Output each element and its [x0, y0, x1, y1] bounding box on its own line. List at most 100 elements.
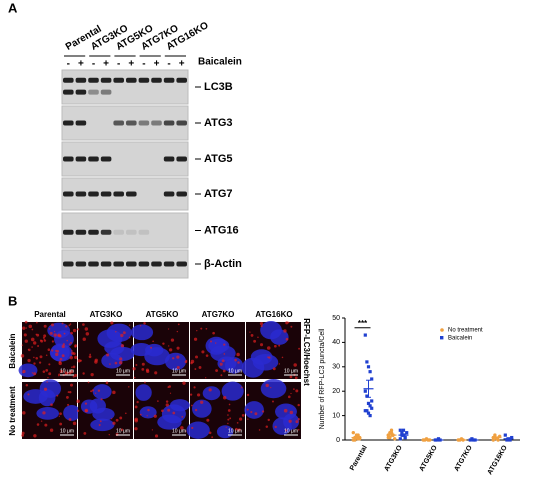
puncta — [36, 333, 40, 337]
nucleus — [202, 386, 221, 401]
nucleus — [49, 344, 73, 362]
puncta — [83, 431, 87, 435]
puncta — [128, 386, 130, 388]
x-tick-label: ATG5KO — [418, 444, 439, 473]
puncta — [266, 346, 271, 350]
puncta — [43, 339, 45, 341]
column-label: ATG3KO — [90, 310, 123, 319]
puncta — [191, 404, 193, 407]
band — [63, 261, 74, 267]
puncta — [222, 395, 227, 400]
treatment-label: Baicalein — [198, 57, 242, 68]
y-axis-label: Number of RFP-LC3 puncta/Cell — [319, 328, 326, 429]
puncta — [23, 333, 27, 337]
puncta — [237, 361, 240, 364]
puncta — [87, 381, 90, 384]
legend-swatch — [440, 336, 444, 340]
puncta — [48, 372, 52, 376]
puncta — [144, 381, 146, 384]
band — [63, 229, 74, 235]
puncta — [43, 334, 47, 338]
puncta — [285, 429, 288, 432]
puncta — [30, 337, 35, 342]
point — [393, 437, 397, 441]
puncta — [194, 368, 197, 370]
puncta — [172, 357, 175, 360]
puncta — [68, 371, 72, 375]
puncta — [42, 336, 45, 339]
puncta — [24, 339, 28, 343]
band — [63, 156, 74, 162]
band — [100, 89, 112, 95]
puncta — [182, 381, 186, 385]
band — [75, 261, 87, 267]
puncta — [85, 332, 90, 336]
puncta — [120, 344, 125, 348]
puncta — [76, 399, 80, 403]
band — [113, 191, 124, 197]
puncta — [76, 409, 80, 413]
puncta — [67, 403, 70, 406]
puncta — [141, 362, 145, 366]
point — [363, 389, 367, 393]
puncta — [176, 346, 180, 350]
band — [75, 191, 87, 197]
puncta — [43, 324, 47, 328]
puncta — [200, 327, 203, 330]
puncta — [176, 355, 180, 359]
puncta — [135, 364, 138, 366]
puncta — [27, 393, 30, 396]
puncta — [260, 325, 263, 328]
puncta — [42, 411, 46, 415]
puncta — [48, 363, 51, 366]
puncta — [290, 325, 293, 328]
puncta — [95, 392, 97, 394]
band — [163, 191, 175, 197]
band — [126, 120, 137, 126]
band — [163, 156, 175, 162]
band — [176, 120, 187, 126]
band — [63, 191, 74, 197]
puncta — [240, 386, 243, 389]
puncta — [297, 428, 300, 431]
treatment-sign: - — [92, 59, 95, 70]
column-label: ATG16KO — [255, 310, 292, 319]
puncta — [50, 323, 55, 327]
puncta — [259, 321, 264, 326]
band — [113, 261, 124, 267]
point — [491, 438, 495, 442]
puncta — [39, 355, 43, 359]
puncta — [50, 403, 53, 406]
puncta — [152, 340, 154, 343]
scale-bar-label: 10 μm — [116, 428, 130, 434]
puncta — [229, 417, 232, 420]
puncta — [82, 323, 85, 326]
treatment-sign: + — [179, 59, 185, 70]
puncta — [170, 338, 175, 342]
scale-bar-label: 10 μm — [172, 428, 186, 434]
puncta — [238, 417, 243, 421]
puncta — [44, 423, 48, 427]
band — [163, 261, 175, 267]
nucleus — [192, 399, 212, 418]
puncta — [223, 343, 226, 346]
puncta — [40, 420, 43, 422]
puncta — [297, 403, 300, 407]
puncta — [205, 354, 209, 357]
point — [366, 365, 371, 369]
puncta — [236, 421, 239, 424]
puncta — [223, 353, 226, 355]
puncta — [71, 366, 73, 368]
band — [100, 229, 112, 235]
point — [365, 409, 369, 413]
puncta — [56, 349, 60, 353]
puncta — [270, 386, 272, 389]
scale-bar-label: 10 μm — [228, 368, 242, 374]
puncta — [51, 340, 54, 343]
puncta — [220, 374, 223, 377]
puncta — [147, 408, 150, 412]
puncta — [70, 383, 74, 387]
band — [138, 120, 150, 126]
puncta — [176, 330, 179, 333]
